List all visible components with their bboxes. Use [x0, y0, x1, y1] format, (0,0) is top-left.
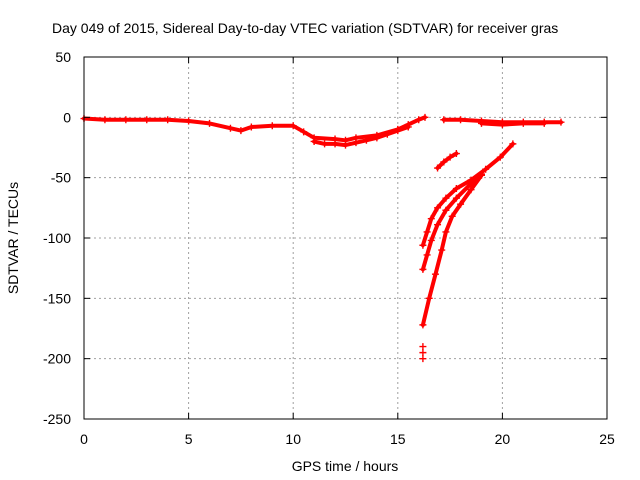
data-point — [185, 117, 193, 125]
series-main-track-spread — [310, 123, 412, 149]
data-point — [394, 127, 402, 135]
data-point — [226, 124, 234, 132]
data-point — [237, 127, 245, 135]
series-line — [435, 151, 459, 170]
data-point — [519, 119, 527, 127]
data-point — [496, 153, 504, 161]
data-point — [415, 116, 423, 124]
data-point — [557, 118, 565, 126]
data-point — [457, 200, 465, 208]
data-point — [143, 116, 151, 124]
data-point — [442, 206, 450, 214]
data-point — [540, 119, 548, 127]
data-series — [80, 113, 565, 363]
data-point — [404, 123, 412, 131]
series-line — [479, 121, 547, 127]
data-point — [442, 228, 450, 236]
data-point — [434, 164, 442, 172]
data-point — [300, 128, 308, 136]
y-tick-label: -150 — [43, 290, 71, 306]
data-point — [122, 116, 130, 124]
data-point — [342, 141, 349, 149]
data-point — [434, 204, 442, 212]
data-point — [419, 265, 427, 273]
data-point — [434, 221, 442, 229]
series-descending-arc-lower — [419, 170, 485, 273]
grid — [84, 57, 607, 419]
data-point — [427, 215, 435, 223]
series-steep-branch — [419, 171, 485, 329]
x-tick-label: 0 — [80, 431, 88, 447]
data-point — [164, 116, 172, 124]
y-tick-label: 0 — [63, 109, 71, 125]
data-point — [362, 136, 370, 144]
x-tick-label: 25 — [599, 431, 615, 447]
data-point — [448, 212, 456, 220]
series-descending-arc-upper — [419, 140, 517, 249]
data-point — [425, 294, 433, 302]
x-tick-label: 20 — [495, 431, 511, 447]
data-point — [431, 270, 439, 278]
data-point — [438, 246, 446, 254]
data-point — [321, 140, 329, 148]
data-point — [498, 121, 506, 129]
series-line — [420, 172, 484, 272]
data-point — [373, 134, 381, 142]
data-point — [442, 194, 450, 202]
data-point — [509, 140, 517, 148]
x-tick-label: 15 — [390, 431, 406, 447]
data-point — [383, 130, 391, 138]
data-point — [477, 171, 485, 179]
series-late-flat-spread — [477, 119, 548, 129]
axis-ticks: 0 5 10 15 20 25 -250 -200 -150 -100 -50 0 50 — [43, 49, 615, 447]
series-line — [312, 125, 411, 148]
data-point — [247, 123, 255, 131]
x-axis-label: GPS time / hours — [292, 458, 399, 474]
data-point — [427, 236, 435, 244]
data-point — [419, 241, 427, 249]
data-point — [440, 158, 448, 166]
y-tick-label: -200 — [43, 351, 71, 367]
data-point — [452, 185, 460, 193]
data-point — [423, 228, 431, 236]
data-point — [268, 122, 276, 130]
y-axis-label: SDTVAR / TECUs — [5, 182, 21, 294]
data-point — [421, 113, 429, 121]
data-point — [419, 343, 427, 351]
data-point — [331, 140, 339, 148]
data-point — [452, 194, 460, 202]
data-point — [477, 119, 485, 127]
data-point — [423, 251, 431, 259]
data-point — [206, 119, 214, 127]
series-short-segment — [434, 150, 460, 172]
series-outliers — [419, 343, 427, 363]
data-point — [419, 321, 427, 329]
data-point — [457, 116, 465, 124]
data-point — [419, 355, 427, 363]
data-point — [446, 153, 454, 161]
data-point — [419, 349, 427, 357]
y-tick-label: 50 — [55, 49, 71, 65]
series-line — [420, 141, 515, 248]
data-point — [482, 165, 490, 173]
data-point — [352, 139, 360, 147]
x-tick-label: 5 — [185, 431, 193, 447]
data-point — [101, 116, 109, 124]
data-point — [440, 116, 448, 124]
y-tick-label: -250 — [43, 411, 71, 427]
y-tick-label: -100 — [43, 230, 71, 246]
chart-title: Day 049 of 2015, Sidereal Day-to-day VTE… — [52, 20, 558, 36]
data-point — [310, 137, 318, 145]
y-tick-label: -50 — [51, 170, 71, 186]
x-tick-label: 10 — [285, 431, 301, 447]
data-point — [289, 122, 297, 130]
data-point — [467, 186, 475, 194]
data-point — [452, 150, 460, 158]
